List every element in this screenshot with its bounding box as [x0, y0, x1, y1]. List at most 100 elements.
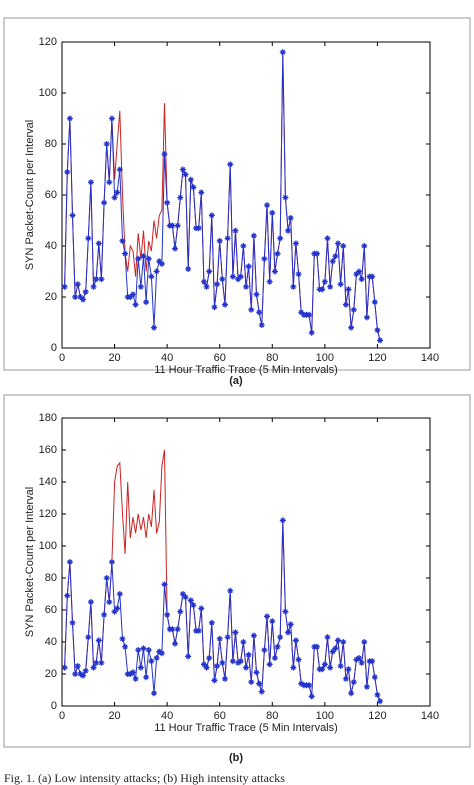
point-marker [82, 288, 89, 295]
point-marker [261, 647, 268, 653]
x-tick-label: 0 [59, 710, 65, 722]
point-marker [250, 232, 257, 239]
point-marker [82, 667, 89, 674]
point-marker [319, 286, 326, 293]
point-marker [313, 643, 320, 650]
point-marker [145, 647, 152, 653]
point-marker [129, 291, 136, 298]
point-marker [235, 659, 242, 666]
point-marker [187, 176, 194, 183]
point-marker [111, 608, 118, 615]
point-marker [177, 608, 184, 615]
point-marker [232, 629, 239, 636]
y-tick-label: 80 [45, 572, 57, 584]
y-tick-label: 80 [45, 138, 57, 150]
x-tick-label: 100 [316, 352, 334, 364]
point-marker [363, 314, 370, 321]
x-axis-label: 11 Hour Traffic Trace (5 Min Intervals) [154, 722, 338, 734]
x-tick-label: 20 [108, 710, 120, 722]
point-marker [342, 675, 349, 682]
point-marker [285, 227, 292, 234]
y-tick-label: 140 [39, 476, 57, 488]
point-marker [143, 674, 150, 681]
panel-label: (b) [229, 752, 243, 764]
point-marker [329, 648, 336, 655]
point-marker [298, 680, 305, 687]
point-marker [90, 664, 97, 671]
point-marker [98, 659, 105, 666]
point-marker [198, 189, 205, 196]
point-marker [340, 639, 347, 645]
y-tick-label: 40 [45, 636, 57, 648]
point-marker [95, 240, 102, 247]
point-marker [203, 283, 210, 290]
y-tick-label: 160 [39, 444, 57, 456]
point-marker [116, 166, 123, 173]
point-marker [169, 222, 176, 229]
point-marker [324, 235, 331, 242]
point-marker [235, 276, 242, 283]
point-marker [313, 250, 320, 257]
point-marker [342, 301, 349, 308]
point-marker [106, 599, 113, 605]
point-marker [329, 258, 336, 265]
panel-frame [3, 17, 471, 371]
point-marker [164, 199, 171, 206]
point-marker [77, 671, 84, 677]
point-marker [221, 301, 228, 308]
point-marker [237, 658, 244, 665]
point-marker [258, 688, 265, 695]
point-marker [253, 669, 260, 676]
point-marker [264, 613, 271, 620]
point-marker [74, 281, 81, 288]
point-marker [187, 597, 194, 604]
point-marker [135, 647, 142, 653]
point-marker [337, 281, 344, 288]
point-marker [101, 199, 108, 206]
point-marker [140, 645, 147, 652]
point-marker [172, 245, 179, 252]
x-tick-label: 80 [266, 352, 278, 364]
point-marker [345, 286, 352, 293]
point-marker [80, 296, 87, 303]
point-marker [227, 161, 234, 168]
point-marker [69, 619, 76, 626]
point-marker [282, 608, 289, 615]
point-marker [224, 634, 231, 641]
point-marker [285, 629, 292, 636]
x-tick-label: 140 [421, 352, 439, 364]
point-marker [219, 276, 226, 283]
point-marker [279, 517, 286, 524]
point-marker [87, 599, 94, 605]
point-marker [248, 679, 255, 685]
point-marker [245, 651, 252, 658]
point-marker [85, 235, 92, 242]
point-marker [148, 273, 155, 280]
point-marker [256, 309, 263, 316]
point-marker [240, 243, 247, 249]
point-marker [321, 661, 328, 668]
point-marker [190, 184, 197, 191]
point-marker [250, 632, 257, 639]
point-marker [292, 637, 299, 644]
point-marker [335, 637, 341, 644]
point-marker [95, 637, 102, 644]
point-marker [219, 659, 226, 666]
point-marker [153, 268, 160, 275]
point-marker [361, 639, 368, 645]
point-marker [140, 253, 147, 260]
point-marker [224, 235, 231, 242]
point-marker [340, 243, 347, 249]
point-marker [227, 587, 234, 594]
y-tick-label: 180 [39, 412, 57, 424]
point-marker [66, 115, 73, 122]
point-marker [211, 304, 218, 311]
point-marker [269, 209, 276, 216]
point-marker [369, 273, 376, 280]
point-marker [158, 650, 165, 657]
point-marker [164, 611, 171, 618]
point-marker [348, 690, 355, 697]
point-marker [74, 663, 81, 669]
point-marker [335, 240, 341, 247]
point-marker [319, 666, 326, 673]
